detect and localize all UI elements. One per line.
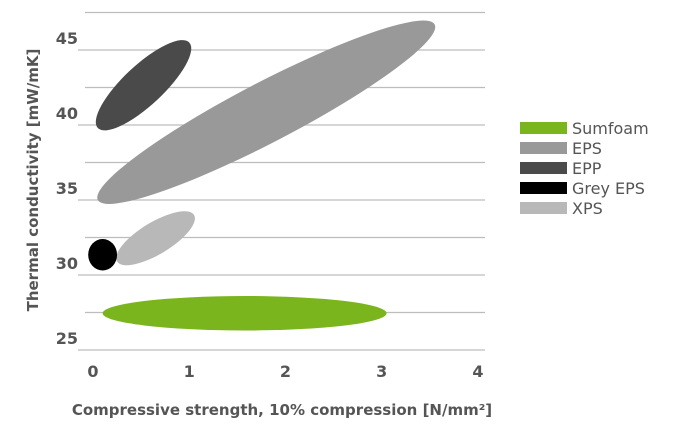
legend-swatch-xps — [520, 202, 567, 214]
x-tick-1: 1 — [184, 362, 195, 381]
legend-swatch-grey-eps — [520, 182, 567, 194]
x-tick-3: 3 — [376, 362, 387, 381]
y-tick-25: 25 — [56, 329, 78, 348]
x-tick-labels: 0 1 2 3 4 — [87, 362, 483, 381]
y-tick-30: 30 — [56, 254, 78, 273]
y-tick-45: 45 — [56, 29, 78, 48]
legend-swatch-eps — [520, 142, 567, 154]
y-axis-title: Thermal conductivity [mW/mK] — [24, 49, 42, 312]
x-tick-2: 2 — [280, 362, 291, 381]
legend-label-epp: EPP — [572, 159, 602, 178]
ellipse-xps — [116, 211, 195, 266]
y-tick-35: 35 — [56, 179, 78, 198]
legend-label-xps: XPS — [572, 199, 603, 218]
legend-swatch-epp — [520, 162, 567, 174]
y-tick-40: 40 — [56, 104, 78, 123]
data-ellipses — [88, 20, 436, 331]
legend-label-grey-eps: Grey EPS — [572, 179, 645, 198]
legend-label-sumfoam: Sumfoam — [572, 119, 649, 138]
ellipse-eps — [97, 20, 436, 204]
ellipse-epp — [95, 40, 192, 131]
x-axis-title: Compressive strength, 10% compression [N… — [72, 401, 492, 419]
x-tick-4: 4 — [472, 362, 483, 381]
y-tick-labels: 25 30 35 40 45 — [56, 29, 78, 348]
ellipse-grey-eps — [88, 239, 118, 271]
ellipse-sumfoam — [102, 296, 387, 331]
x-tick-0: 0 — [87, 362, 98, 381]
legend-label-eps: EPS — [572, 139, 602, 158]
legend-swatch-sumfoam — [520, 122, 567, 134]
